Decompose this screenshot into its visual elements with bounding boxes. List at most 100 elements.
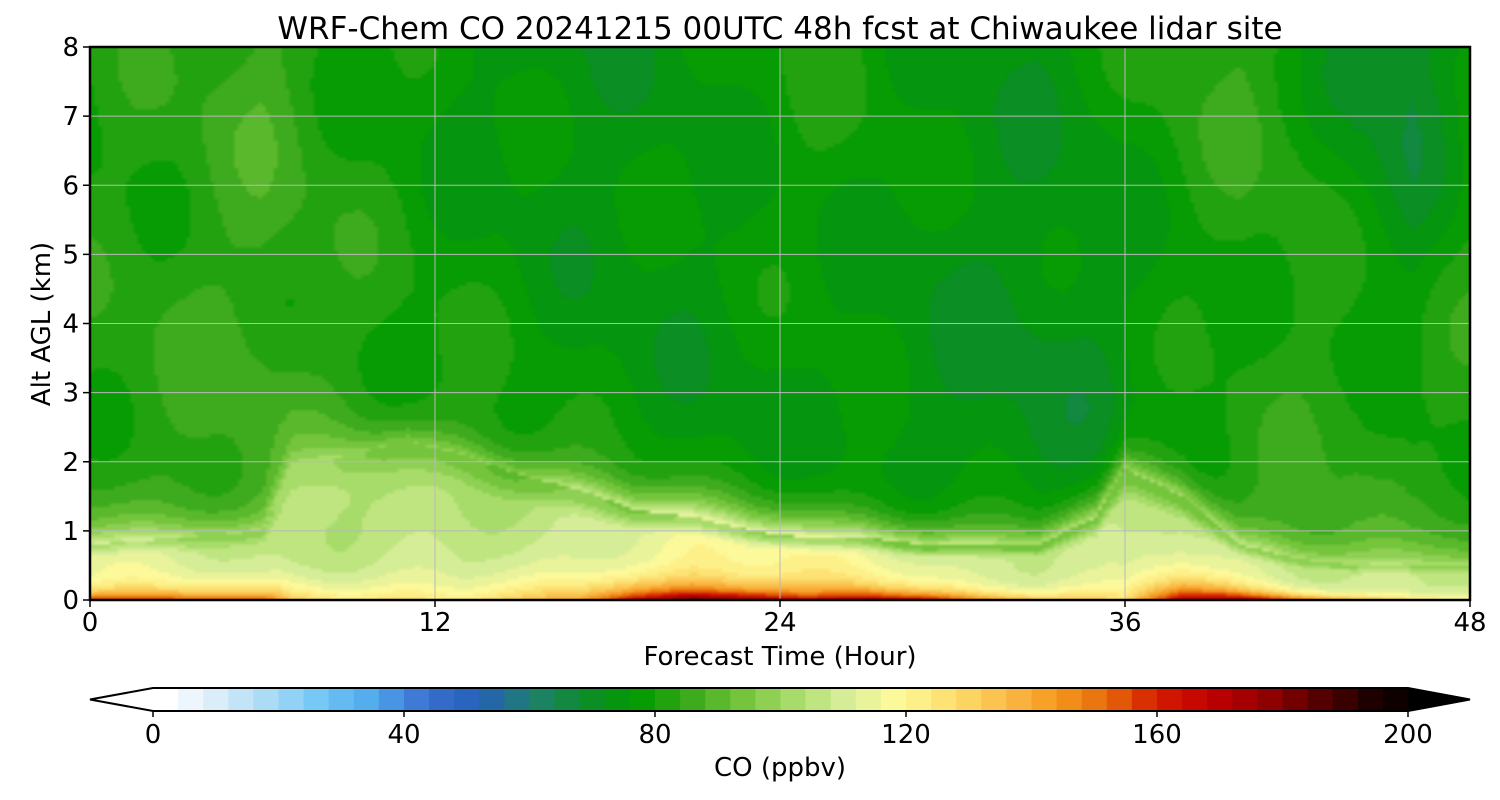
colorbar bbox=[89, 687, 1471, 712]
colorbar-segment bbox=[604, 688, 618, 711]
colorbar-segment bbox=[968, 688, 982, 711]
colorbar-segment bbox=[993, 688, 1007, 711]
colorbar-segment bbox=[1232, 688, 1246, 711]
colorbar-segment bbox=[404, 688, 418, 711]
y-tick-label: 4 bbox=[62, 310, 79, 340]
colorbar-segment bbox=[780, 688, 794, 711]
colorbar-tick-label: 0 bbox=[145, 720, 162, 750]
x-tick-label: 12 bbox=[418, 608, 451, 638]
colorbar-tick-label: 200 bbox=[1383, 720, 1433, 750]
colorbar-segment bbox=[466, 688, 480, 711]
y-tick-label: 6 bbox=[62, 171, 79, 201]
colorbar-segment bbox=[215, 688, 229, 711]
colorbar-segment bbox=[629, 688, 644, 711]
colorbar-tick-label: 160 bbox=[1132, 720, 1182, 750]
colorbar-segment bbox=[767, 688, 782, 711]
colorbar-segment bbox=[429, 688, 443, 711]
colorbar-segment bbox=[730, 688, 744, 711]
colorbar-segment bbox=[1157, 688, 1171, 711]
colorbar-high-extend bbox=[1408, 688, 1470, 711]
colorbar-segment bbox=[1207, 688, 1221, 711]
colorbar-tick-label: 80 bbox=[638, 720, 671, 750]
colorbar-segment bbox=[931, 688, 945, 711]
colorbar-segment bbox=[893, 688, 907, 711]
colorbar-segment bbox=[479, 688, 493, 711]
colorbar-segment bbox=[956, 688, 970, 711]
y-tick-label: 8 bbox=[62, 33, 79, 63]
colorbar-segment bbox=[1244, 688, 1258, 711]
colorbar-segment bbox=[1307, 688, 1321, 711]
colorbar-segment bbox=[240, 688, 254, 711]
colorbar-segment bbox=[165, 688, 179, 711]
colorbar-segment bbox=[441, 688, 455, 711]
colorbar-ticks: 0 40 80 120 160 200 bbox=[145, 711, 1433, 750]
colorbar-segment bbox=[328, 688, 342, 711]
x-axis-label: Forecast Time (Hour) bbox=[643, 642, 916, 672]
colorbar-segment bbox=[705, 688, 719, 711]
colorbar-segment bbox=[391, 688, 405, 711]
chart-title: WRF-Chem CO 20241215 00UTC 48h fcst at C… bbox=[277, 11, 1282, 47]
colorbar-tick-label: 40 bbox=[387, 720, 420, 750]
colorbar-segment bbox=[341, 688, 355, 711]
x-axis-ticks: 0 12 24 36 48 bbox=[82, 600, 1487, 638]
x-tick-label: 36 bbox=[1108, 608, 1141, 638]
colorbar-segment bbox=[818, 688, 832, 711]
colorbar-segment bbox=[755, 688, 769, 711]
colorbar-segment bbox=[203, 688, 217, 711]
colorbar-segment bbox=[278, 688, 292, 711]
colorbar-segment bbox=[1219, 688, 1233, 711]
colorbar-segment bbox=[366, 688, 380, 711]
colorbar-segment bbox=[1144, 688, 1158, 711]
colorbar-tick-label: 120 bbox=[881, 720, 931, 750]
y-tick-label: 0 bbox=[62, 586, 79, 616]
colorbar-segment bbox=[918, 688, 932, 711]
x-tick-label: 24 bbox=[763, 608, 796, 638]
colorbar-low-extend bbox=[90, 688, 153, 711]
colorbar-segment bbox=[303, 688, 317, 711]
colorbar-segment bbox=[793, 688, 807, 711]
colorbar-segment bbox=[1031, 688, 1045, 711]
colorbar-segment bbox=[579, 688, 593, 711]
colorbar-segment bbox=[516, 688, 531, 711]
colorbar-segment bbox=[981, 688, 995, 711]
colorbar-segment bbox=[542, 688, 556, 711]
colorbar-segment bbox=[1182, 688, 1196, 711]
colorbar-segment bbox=[680, 688, 694, 711]
colorbar-segment bbox=[805, 688, 819, 711]
colorbar-segment bbox=[567, 688, 581, 711]
y-axis-ticks: 0 1 2 3 4 5 6 7 8 bbox=[62, 33, 90, 616]
colorbar-segment bbox=[265, 688, 280, 711]
colorbar-segment bbox=[1282, 688, 1296, 711]
colorbar-segment bbox=[1382, 688, 1397, 711]
colorbar-segment bbox=[1194, 688, 1208, 711]
colorbar-segment bbox=[378, 688, 393, 711]
colorbar-segment bbox=[667, 688, 681, 711]
colorbar-segment bbox=[1395, 688, 1409, 711]
colorbar-segment bbox=[1345, 688, 1359, 711]
colorbar-segment bbox=[642, 688, 656, 711]
colorbar-segment bbox=[843, 688, 857, 711]
colorbar-segment bbox=[880, 688, 895, 711]
colorbar-segment bbox=[1370, 688, 1384, 711]
colorbar-segment bbox=[855, 688, 869, 711]
colorbar-segment bbox=[1069, 688, 1083, 711]
y-tick-label: 7 bbox=[62, 102, 79, 132]
colorbar-segment bbox=[868, 688, 882, 711]
colorbar-segment bbox=[830, 688, 844, 711]
colorbar-segment bbox=[1119, 688, 1133, 711]
colorbar-segment bbox=[228, 688, 242, 711]
colorbar-segment bbox=[1094, 688, 1108, 711]
colorbar-segment bbox=[1269, 688, 1284, 711]
colorbar-segment bbox=[291, 688, 305, 711]
colorbar-segment bbox=[592, 688, 606, 711]
colorbar-label: CO (ppbv) bbox=[714, 753, 846, 783]
colorbar-segment bbox=[717, 688, 731, 711]
colorbar-segment bbox=[742, 688, 756, 711]
y-axis-label: Alt AGL (km) bbox=[27, 242, 57, 406]
colorbar-segment bbox=[416, 688, 430, 711]
y-tick-label: 5 bbox=[62, 240, 79, 270]
colorbar-segment bbox=[253, 688, 267, 711]
colorbar-segment bbox=[316, 688, 330, 711]
colorbar-segment bbox=[1169, 688, 1183, 711]
x-tick-label: 0 bbox=[82, 608, 99, 638]
